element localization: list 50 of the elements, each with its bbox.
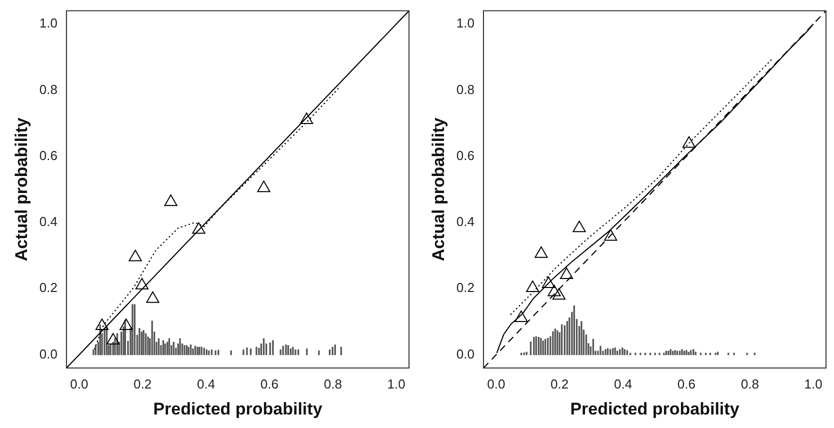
- y-tick-label: 0.8: [456, 82, 474, 97]
- x-tick-label: 0.2: [134, 376, 152, 392]
- y-tick-label: 0.6: [39, 148, 58, 163]
- point: [526, 280, 540, 292]
- point: [534, 246, 548, 258]
- x-tick-label: 0.8: [324, 376, 342, 392]
- point: [300, 112, 314, 124]
- y-tick-label: 1.0: [39, 16, 58, 31]
- x-tick-label: 0.4: [196, 376, 216, 392]
- point: [548, 284, 561, 296]
- point: [514, 310, 528, 322]
- y-tick-label: 0.2: [456, 280, 474, 296]
- y-tick-label: 0.0: [456, 346, 474, 362]
- x-tick-label: 0.6: [260, 376, 278, 392]
- point: [604, 229, 618, 241]
- x-tick-label: 0.8: [740, 376, 759, 392]
- y-tick-label: 0.8: [39, 82, 58, 97]
- x-tick-label: 0.0: [487, 376, 506, 392]
- y-tick-label: 1.0: [456, 16, 474, 31]
- point: [128, 250, 142, 262]
- y-tick-label: 0.2: [39, 280, 58, 296]
- y-tick-label: 0.6: [456, 148, 474, 163]
- point: [560, 268, 574, 280]
- x-tick-label: 1.0: [387, 376, 406, 392]
- point: [106, 333, 120, 345]
- point: [192, 222, 206, 234]
- x-tick-label: 1.0: [804, 376, 822, 392]
- line-series: [94, 86, 341, 350]
- y-tick-label: 0.0: [39, 346, 58, 362]
- y-axis-title: Actual probability: [12, 117, 31, 262]
- y-tick-label: 0.4: [456, 214, 474, 230]
- point: [164, 194, 178, 206]
- x-axis-title: Predicted probability: [570, 399, 740, 418]
- point: [95, 318, 109, 330]
- point: [146, 291, 160, 303]
- x-tick-label: 0.6: [677, 376, 696, 392]
- y-tick-label: 0.4: [39, 214, 58, 230]
- x-axis-title: Predicted probability: [153, 399, 323, 418]
- x-tick-label: 0.0: [70, 376, 88, 392]
- x-tick-label: 0.2: [550, 376, 569, 392]
- point: [552, 288, 566, 300]
- point: [542, 276, 556, 288]
- point: [120, 318, 133, 330]
- y-axis-title: Actual probability: [428, 117, 448, 262]
- line-series: [510, 58, 773, 316]
- point: [572, 220, 586, 232]
- x-tick-label: 0.4: [614, 376, 632, 392]
- point: [682, 136, 696, 148]
- point: [135, 278, 149, 290]
- point: [257, 180, 270, 192]
